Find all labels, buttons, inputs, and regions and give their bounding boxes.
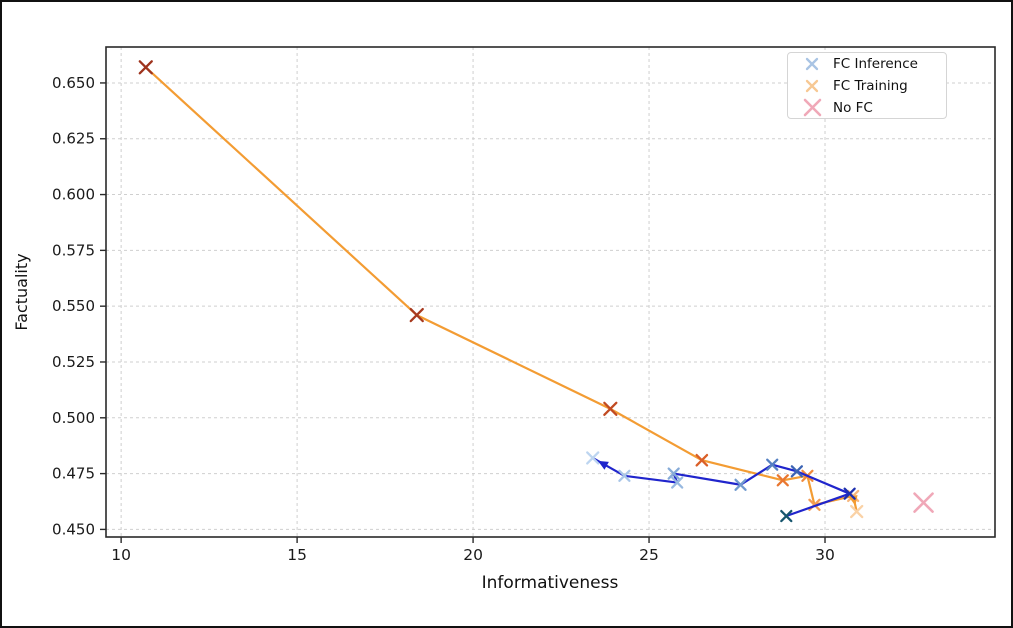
legend-label: FC Training [833, 77, 908, 94]
y-tick-label: 0.525 [52, 353, 95, 371]
x-tick-label: 20 [463, 546, 483, 564]
x-marker-icon-fc-inference-3 [766, 458, 779, 471]
series-layer [138, 60, 934, 523]
grid-layer [106, 47, 995, 537]
y-tick-label: 0.575 [52, 241, 95, 259]
y-tick-label: 0.600 [52, 186, 95, 204]
x-tick-label: 15 [287, 546, 307, 564]
y-tick-label: 0.450 [52, 520, 95, 538]
x-marker-glyph [803, 98, 821, 117]
x-marker-icon-fc-inference-1 [843, 487, 856, 500]
x-marker-icon-fc-inference-0 [780, 509, 793, 523]
legend-item-no-fc: No FC [798, 97, 946, 118]
y-tick-label: 0.625 [52, 130, 95, 148]
y-tick-label: 0.650 [52, 74, 95, 92]
legend: FC Inference FC Training No FC [787, 52, 947, 119]
x-marker-icon-fc-training-4 [776, 474, 789, 487]
x-marker-icon-fc-inference-5 [667, 467, 680, 480]
x-tick-label: 25 [639, 546, 659, 564]
x-marker-icon-fc-training-2 [603, 401, 618, 417]
x-marker-icon [805, 57, 819, 70]
x-marker-icon-fc-inference-4 [734, 478, 747, 491]
x-tick-label: 30 [815, 546, 835, 564]
x-marker-icon-fc-training-3 [695, 453, 709, 467]
legend-item-fc-inference: FC Inference [798, 53, 946, 74]
series-line-fc-training [144, 66, 858, 513]
y-tick-label: 0.500 [52, 409, 95, 427]
x-marker-icon-fc-inference-8 [586, 451, 600, 465]
x-marker-icon-fc-inference-6 [671, 476, 684, 489]
x-marker-glyph [805, 79, 819, 92]
no-fc-x-marker-icon [798, 97, 826, 118]
x-marker-icon-fc-inference-7 [618, 469, 631, 482]
y-tick-label: 0.550 [52, 297, 95, 315]
legend-label: FC Inference [833, 55, 918, 72]
x-marker-icon-no-fc-0 [913, 492, 934, 513]
plot-box [105, 46, 996, 538]
x-marker-icon [805, 79, 819, 92]
x-marker-icon-fc-inference-2 [790, 465, 804, 478]
y-axis-title: Factuality [12, 253, 31, 330]
x-marker-icon [803, 98, 821, 117]
fc-inference-x-marker-icon [798, 56, 826, 72]
legend-label: No FC [833, 99, 873, 116]
x-marker-icon-fc-training-0 [138, 60, 153, 75]
legend-item-fc-training: FC Training [798, 75, 946, 96]
trajectory-arrowhead-fc-training [848, 494, 858, 506]
x-axis-title: Informativeness [482, 573, 619, 593]
x-tick-label: 10 [111, 546, 131, 564]
trajectory-arrowhead-fc-inference [597, 460, 609, 470]
x-marker-glyph [805, 57, 819, 70]
y-tick-label: 0.475 [52, 465, 95, 483]
x-marker-icon-fc-training-8 [850, 504, 864, 519]
axes-layer: 10 15 20 25 30 0.450 0.475 0.500 0.525 0.550 0.575… [52, 46, 996, 564]
fc-training-x-marker-icon [798, 78, 826, 94]
x-marker-icon-fc-training-1 [409, 307, 424, 323]
